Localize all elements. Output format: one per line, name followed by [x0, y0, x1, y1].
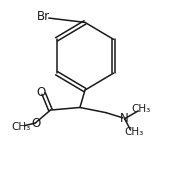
- Text: O: O: [37, 86, 46, 99]
- Text: CH₃: CH₃: [11, 122, 31, 132]
- Text: CH₃: CH₃: [124, 127, 143, 137]
- Text: Br: Br: [37, 10, 50, 23]
- Text: CH₃: CH₃: [132, 104, 151, 114]
- Text: N: N: [120, 112, 129, 125]
- Text: O: O: [31, 117, 41, 130]
